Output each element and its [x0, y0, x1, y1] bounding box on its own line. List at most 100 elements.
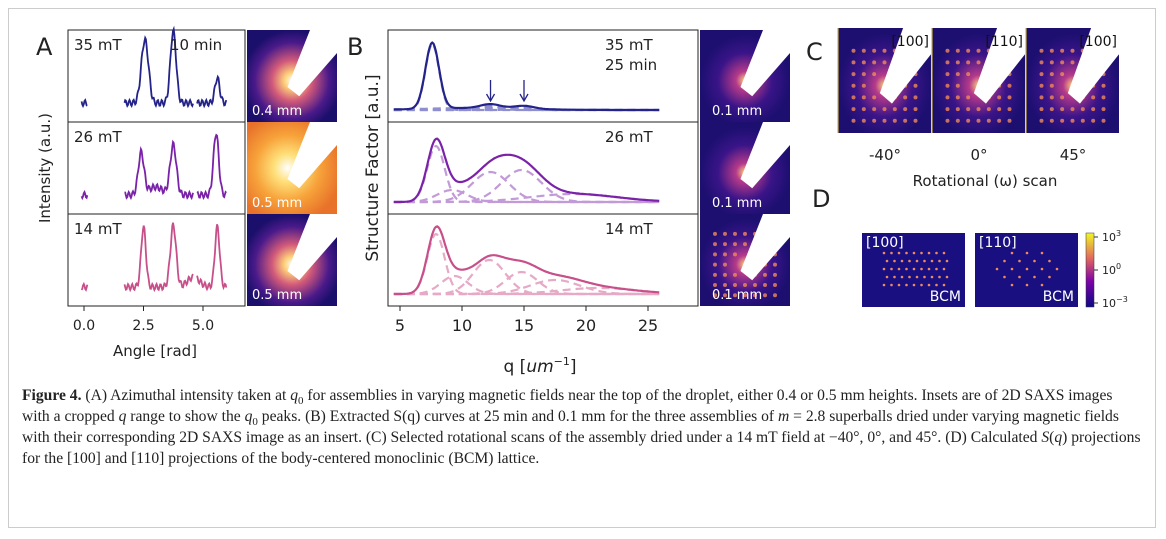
x-tick-label: 15 [514, 316, 534, 335]
projection-spot [1003, 275, 1006, 279]
bragg-spot [1049, 60, 1054, 65]
projection-spot [1010, 267, 1014, 271]
projection-spot [935, 251, 938, 255]
field-label: 26 mT [74, 128, 122, 146]
beamstop [740, 214, 790, 281]
bragg-spot [1070, 118, 1075, 123]
bragg-spot [945, 118, 950, 123]
bragg-spot [1039, 118, 1044, 123]
caption-text: (A) Azimuthal intensity taken at [81, 387, 291, 404]
axis-label: q [um−1] [503, 355, 576, 377]
bragg-spot [1091, 118, 1096, 123]
projection-spot [912, 267, 916, 271]
bragg-spot [773, 293, 777, 298]
x-tick-label: 20 [576, 316, 596, 335]
bragg-spot [966, 107, 971, 112]
bragg-spot [851, 118, 856, 123]
bragg-spot [955, 95, 960, 100]
projection-spot [1025, 267, 1029, 271]
panel-label: A [36, 33, 53, 61]
bragg-spot [851, 60, 856, 65]
scale-label: 0.5 mm [252, 288, 302, 303]
bragg-spot [851, 72, 856, 77]
bragg-spot [955, 107, 960, 112]
caption-subscript: 0 [298, 395, 304, 408]
caption-symbol: q [244, 408, 253, 425]
bragg-spot [763, 272, 767, 277]
bragg-spot [1060, 107, 1065, 112]
x-tick-label: 5.0 [192, 318, 214, 334]
panel-label: B [347, 33, 363, 61]
projection-spot [908, 275, 911, 279]
bragg-spot [1049, 83, 1054, 88]
bragg-spot [861, 60, 866, 65]
structure-factor-curve [393, 137, 660, 204]
caption-text: ( [1049, 429, 1055, 446]
bragg-spot [945, 48, 950, 53]
bragg-spot [851, 83, 856, 88]
bragg-spot [773, 272, 777, 277]
colorbar-exponent: −3 [1116, 295, 1128, 304]
bragg-spot [903, 118, 908, 123]
beamstop [287, 122, 337, 189]
bragg-spot [1007, 83, 1012, 88]
projection-spot [885, 275, 889, 279]
bragg-spot [997, 118, 1002, 123]
bragg-spot [945, 83, 950, 88]
bragg-spot [955, 48, 960, 53]
lattice-label: BCM [930, 289, 961, 305]
projection-spot [923, 259, 926, 263]
scale-label: 0.1 mm [712, 288, 762, 303]
bragg-spot [861, 48, 866, 53]
bragg-spot [1070, 107, 1075, 112]
bragg-spot [1091, 107, 1096, 112]
colorbar-base: 10 [1102, 231, 1116, 244]
bragg-spot [713, 252, 717, 257]
bragg-spot [723, 293, 727, 298]
bragg-spot [1060, 118, 1065, 123]
projection-spot [1003, 259, 1006, 263]
projection-spot [945, 259, 949, 263]
projection-spot [938, 275, 941, 279]
component-curve [393, 232, 660, 296]
caption-text: = 2.8 superballs dried under varying mag… [22, 408, 1119, 446]
projection-spot [942, 267, 946, 271]
direction-label: [110] [979, 235, 1017, 251]
caption-label: Figure 4. [22, 387, 82, 404]
bragg-spot [945, 107, 950, 112]
scale-label: 0.1 mm [712, 196, 762, 211]
projection-spot [995, 267, 999, 271]
caption-symbol: m [777, 408, 790, 425]
bragg-spot [723, 231, 727, 236]
bragg-spot [872, 72, 877, 77]
scale-label: 0.5 mm [252, 196, 302, 211]
beamstop [879, 28, 931, 104]
bragg-spot [861, 118, 866, 123]
field-label: 26 mT [605, 128, 653, 146]
bragg-spot [723, 272, 727, 277]
axis-label-unit: um [526, 357, 553, 377]
projection-spot [1040, 251, 1044, 255]
plot-frame [387, 213, 699, 307]
arrow-head [519, 93, 529, 103]
bragg-spot [1060, 60, 1065, 65]
bragg-spot [723, 283, 727, 288]
projection-spot [912, 251, 916, 255]
bragg-spot [913, 118, 918, 123]
bragg-spot [1049, 72, 1054, 77]
axis-label: Angle [rad] [113, 342, 197, 360]
bragg-spot [733, 272, 737, 277]
bragg-spot [986, 107, 991, 112]
projection-spot [945, 275, 949, 279]
projection-spot [900, 259, 904, 263]
bragg-spot [882, 118, 887, 123]
projection-spot [882, 267, 886, 271]
component-curve [393, 144, 660, 204]
projection-spot [915, 259, 919, 263]
arrow-head [485, 93, 496, 103]
projection-spot [908, 259, 911, 263]
bragg-spot [945, 60, 950, 65]
x-tick-label: 0.0 [73, 318, 95, 334]
projection-spot [1018, 275, 1021, 279]
projection-spot [915, 275, 919, 279]
